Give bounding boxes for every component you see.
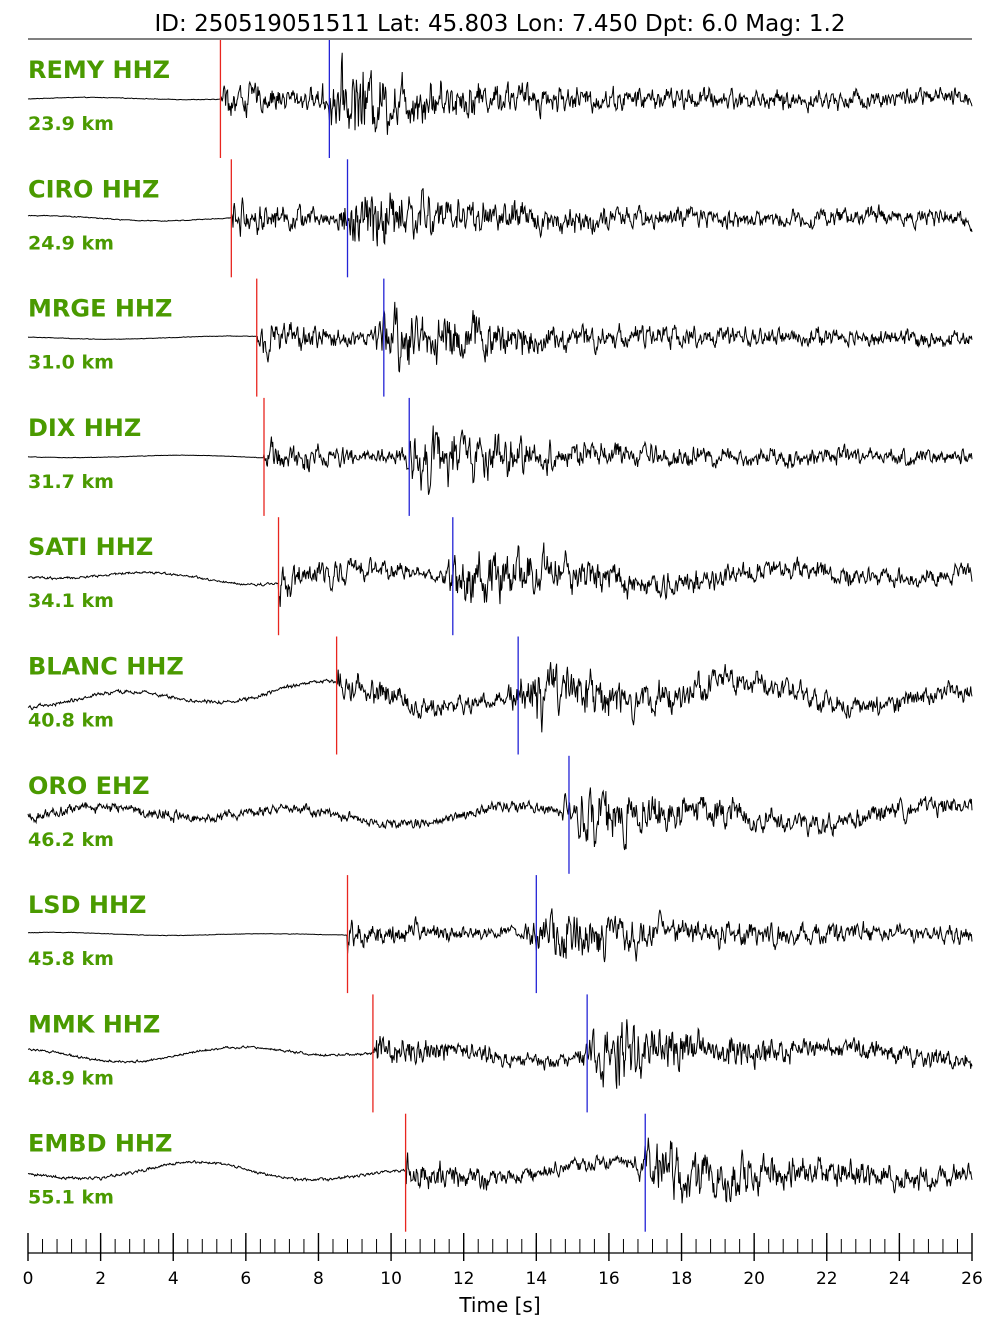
x-tick-label: 0 [23, 1269, 34, 1289]
distance-label: 31.0 km [28, 352, 114, 374]
station-label: LSD HHZ [28, 891, 146, 919]
waveform-line [27, 662, 973, 733]
waveform-line [27, 425, 973, 495]
traces-group: REMY HHZ 23.9 km CIRO HHZ 24.9 km MRGE HHZ 31… [27, 40, 973, 1232]
waveform-line [27, 188, 973, 247]
waveform-line [27, 52, 973, 135]
station-label: ORO EHZ [28, 772, 150, 800]
waveform-line [27, 301, 973, 373]
distance-label: 31.7 km [28, 471, 114, 493]
x-tick-label: 6 [240, 1269, 251, 1289]
trace-row: CIRO HHZ 24.9 km [27, 159, 973, 278]
trace-row: MMK HHZ 48.9 km [28, 994, 973, 1113]
waveform-line [27, 542, 973, 607]
x-tick-label: 12 [453, 1269, 475, 1289]
station-label: CIRO HHZ [28, 175, 159, 203]
x-tick-label: 8 [313, 1269, 324, 1289]
trace-row: ORO EHZ 46.2 km [27, 755, 973, 874]
trace-row: REMY HHZ 23.9 km [27, 40, 973, 158]
distance-label: 34.1 km [28, 590, 114, 612]
station-label: BLANC HHZ [28, 653, 184, 681]
trace-row: EMBD HHZ 55.1 km [27, 1113, 973, 1232]
waveform-line [27, 908, 973, 963]
distance-label: 40.8 km [28, 710, 114, 732]
trace-row: DIX HHZ 31.7 km [27, 397, 973, 516]
x-tick-label: 22 [816, 1269, 838, 1289]
waveform-line [27, 1137, 973, 1204]
x-tick-label: 18 [671, 1269, 693, 1289]
x-tick-label: 4 [168, 1269, 179, 1289]
x-tick-label: 20 [743, 1269, 765, 1289]
trace-row: SATI HHZ 34.1 km [27, 517, 973, 636]
x-tick-label: 24 [889, 1269, 911, 1289]
distance-label: 55.1 km [28, 1187, 114, 1209]
x-tick-label: 26 [961, 1269, 983, 1289]
station-label: MRGE HHZ [28, 295, 172, 323]
station-label: DIX HHZ [28, 414, 141, 442]
x-tick-label: 10 [380, 1269, 402, 1289]
x-axis: 0 2 4 6 8 10 12 14 16 18 20 22 24 26 [23, 1233, 983, 1289]
waveform-line [28, 1019, 973, 1089]
chart-title: ID: 250519051511 Lat: 45.803 Lon: 7.450 … [155, 11, 846, 37]
distance-label: 23.9 km [28, 113, 114, 135]
x-tick-label: 16 [598, 1269, 620, 1289]
trace-row: MRGE HHZ 31.0 km [27, 278, 973, 397]
trace-row: BLANC HHZ 40.8 km [27, 636, 973, 755]
x-tick-label: 2 [95, 1269, 106, 1289]
waveform-line [27, 787, 973, 851]
station-label: EMBD HHZ [28, 1130, 172, 1158]
station-label: SATI HHZ [28, 533, 153, 561]
distance-label: 24.9 km [28, 232, 114, 254]
x-tick-label: 14 [525, 1269, 547, 1289]
trace-row: LSD HHZ 45.8 km [27, 875, 973, 994]
x-axis-label: Time [s] [458, 1293, 540, 1317]
station-label: MMK HHZ [28, 1010, 160, 1038]
distance-label: 48.9 km [28, 1067, 114, 1089]
distance-label: 45.8 km [28, 948, 114, 970]
station-label: REMY HHZ [28, 56, 170, 84]
distance-label: 46.2 km [28, 829, 114, 851]
